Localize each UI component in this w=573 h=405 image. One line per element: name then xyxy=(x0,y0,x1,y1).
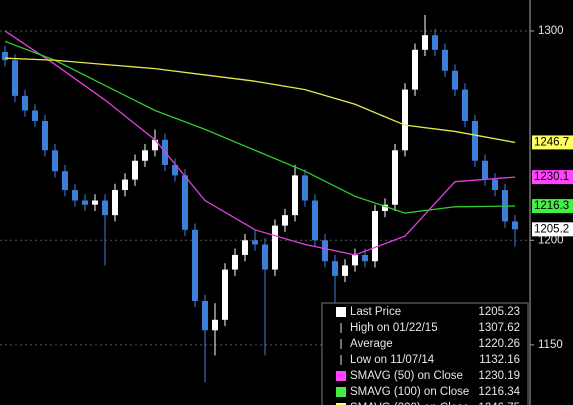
legend-label: SMAVG (50) on Close xyxy=(350,370,463,382)
candle-body xyxy=(342,265,348,276)
candle-body xyxy=(242,240,248,255)
price-tag-label: 1205.2 xyxy=(534,223,569,235)
candle-body xyxy=(252,240,258,245)
price-tag xyxy=(532,222,573,237)
candle-body xyxy=(372,210,378,262)
candle-body xyxy=(292,175,298,216)
candle-body xyxy=(312,200,318,241)
candle-body xyxy=(42,120,48,151)
candle-body xyxy=(152,139,158,151)
legend-value: 1205.23 xyxy=(478,306,520,318)
legend-label: Average xyxy=(350,338,393,350)
candle-body xyxy=(462,89,468,121)
candle-body xyxy=(32,110,38,121)
legend-label: Low on 11/07/14 xyxy=(350,354,435,366)
y-tick-label: 1200 xyxy=(538,234,564,246)
candle-body xyxy=(402,89,408,151)
moving-average xyxy=(4,30,516,256)
price-tag-label: 1216.3 xyxy=(534,200,569,212)
price-tag-label: 1246.7 xyxy=(534,136,569,148)
candle-body xyxy=(412,49,418,90)
candle-body xyxy=(212,319,218,331)
moving-average xyxy=(4,40,516,214)
candle-body xyxy=(132,160,138,180)
candle-body xyxy=(492,179,498,191)
price-tag xyxy=(532,199,573,214)
legend-box xyxy=(321,302,529,405)
candle-body xyxy=(272,225,278,270)
legend-value: 1246.75 xyxy=(478,402,520,405)
candle-body xyxy=(422,35,428,50)
candle-body xyxy=(92,200,98,205)
candle-body xyxy=(172,164,178,176)
legend-swatch xyxy=(336,387,346,397)
legend-value: 1230.19 xyxy=(478,370,520,382)
legend-label: High on 01/22/15 xyxy=(350,322,438,334)
legend-swatch xyxy=(336,371,346,381)
candle-body xyxy=(282,215,288,226)
candle-body xyxy=(382,204,388,211)
legend-label: SMAVG (200) on Close xyxy=(350,402,469,405)
candle-body xyxy=(222,269,228,320)
y-tick-label: 1150 xyxy=(538,339,563,351)
candle-body xyxy=(302,175,308,201)
price-tag xyxy=(532,170,573,185)
candle-body xyxy=(482,160,488,180)
candle-body xyxy=(142,150,148,161)
candle-body xyxy=(432,35,438,50)
candle-body xyxy=(82,200,88,205)
candle-body xyxy=(452,70,458,90)
candle-body xyxy=(62,171,68,191)
candle-body xyxy=(512,221,518,230)
legend-label: Last Price xyxy=(350,306,401,318)
legend-value: 1220.26 xyxy=(478,338,520,350)
candle-body xyxy=(192,229,198,301)
candle-body xyxy=(112,190,118,216)
candle-body xyxy=(442,49,448,71)
candle-body xyxy=(392,150,398,205)
candle-body xyxy=(202,300,208,331)
legend-value: 1307.62 xyxy=(478,322,520,334)
candle-body xyxy=(262,244,268,270)
candle-body xyxy=(472,120,478,161)
candle-body xyxy=(332,261,338,276)
candle-body xyxy=(22,95,28,111)
candle-body xyxy=(182,175,188,230)
legend-swatch xyxy=(336,307,346,317)
legend-swatch xyxy=(336,403,346,405)
candle-body xyxy=(102,200,108,216)
candle-body xyxy=(352,254,358,266)
candle-body xyxy=(12,60,18,96)
candle-body xyxy=(52,150,58,172)
legend-label: SMAVG (100) on Close xyxy=(350,386,469,398)
moving-average xyxy=(4,57,516,144)
price-tag-label: 1230.1 xyxy=(534,171,569,183)
legend-value: 1132.16 xyxy=(479,354,520,366)
candle-body xyxy=(2,51,8,61)
price-tag xyxy=(532,135,573,150)
candle-body xyxy=(362,254,368,262)
y-tick-label: 1300 xyxy=(538,25,564,37)
candle-body xyxy=(122,179,128,191)
legend-value: 1216.34 xyxy=(478,386,520,398)
candle-body xyxy=(232,254,238,270)
candle-body xyxy=(72,190,78,201)
candle-body xyxy=(322,240,328,262)
